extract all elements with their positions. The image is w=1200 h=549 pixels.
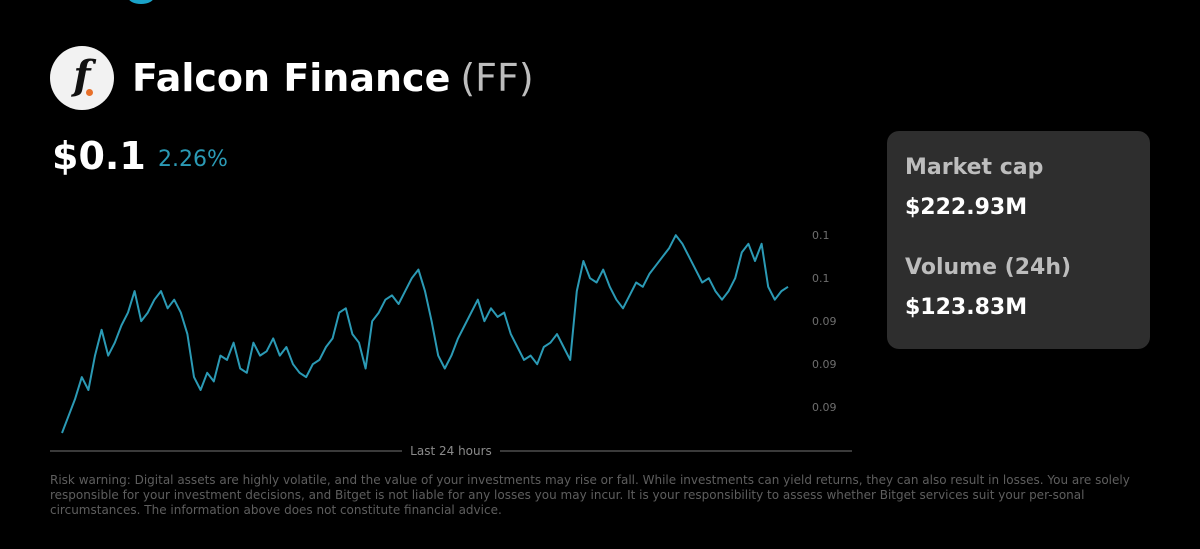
stats-card: Market cap $222.93M Volume (24h) $123.83… — [887, 131, 1150, 349]
volume-value: $123.83M — [905, 295, 1028, 320]
volume-label: Volume (24h) — [905, 255, 1072, 280]
risk-disclaimer: Risk warning: Digital assets are highly … — [50, 473, 1130, 517]
y-tick-label: 0.09 — [812, 401, 837, 414]
asset-title: Falcon Finance (FF) — [132, 52, 534, 104]
timeframe-divider: Last 24 hours — [50, 442, 852, 460]
asset-name: Falcon Finance — [132, 56, 451, 100]
price-chart-area: 0.1 0.1 0.09 0.09 0.09 — [50, 208, 852, 446]
price-chart: 0.1 0.1 0.09 0.09 0.09 — [61, 229, 837, 434]
y-tick-label: 0.1 — [812, 272, 830, 285]
market-cap-label: Market cap — [905, 155, 1044, 180]
logo-letter: f — [73, 52, 91, 99]
timeframe-line-left — [50, 450, 402, 452]
y-tick-label: 0.1 — [812, 229, 830, 242]
market-cap-value: $222.93M — [905, 195, 1028, 220]
asset-symbol: (FF) — [460, 56, 534, 100]
falcon-finance-logo: f — [50, 46, 114, 110]
logo-dot-icon — [86, 89, 93, 96]
y-tick-label: 0.09 — [812, 315, 837, 328]
price-change-percent: 2.26% — [158, 147, 228, 172]
current-price: $0.1 — [52, 134, 146, 178]
timeframe-line-right — [500, 450, 852, 452]
top-accent-shape — [128, 0, 154, 4]
timeframe-label: Last 24 hours — [404, 444, 498, 458]
y-tick-label: 0.09 — [812, 358, 837, 371]
price-series-line — [61, 234, 789, 434]
